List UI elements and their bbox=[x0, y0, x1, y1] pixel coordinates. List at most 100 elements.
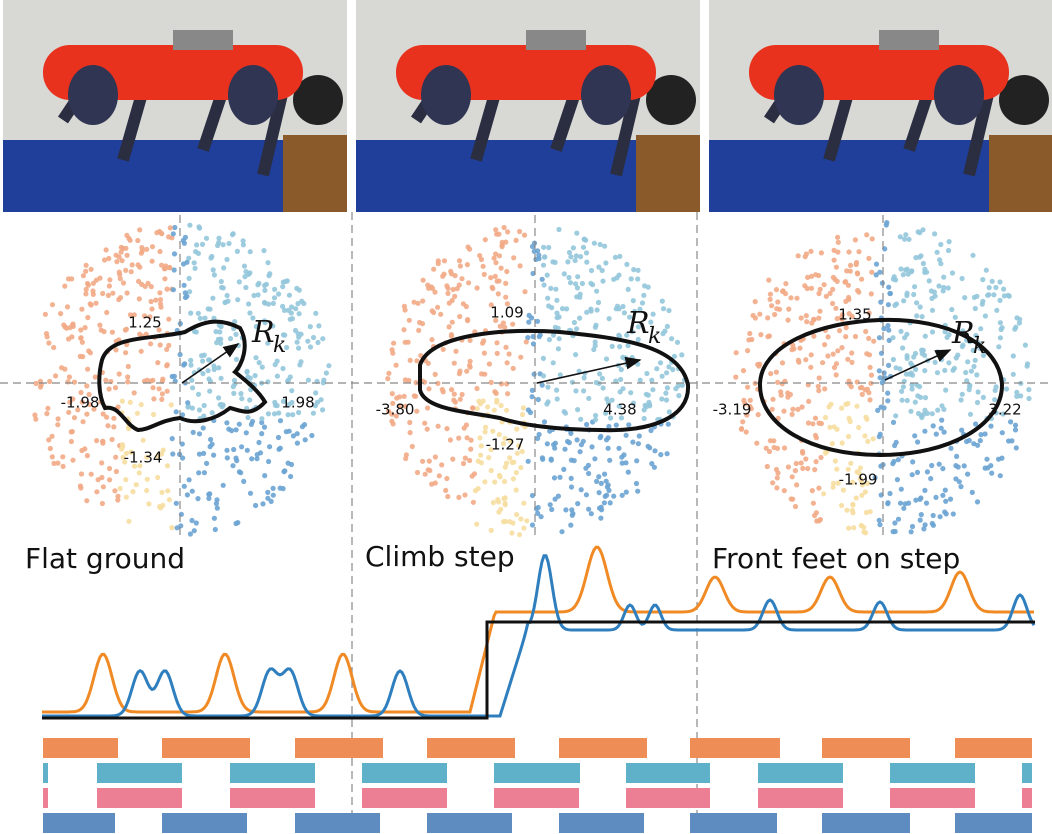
dot bbox=[911, 292, 916, 297]
dot bbox=[788, 392, 793, 397]
dot bbox=[309, 433, 314, 438]
dot bbox=[65, 304, 70, 309]
dot bbox=[457, 282, 462, 287]
dot bbox=[978, 438, 983, 443]
dot bbox=[224, 448, 229, 453]
dot bbox=[158, 297, 163, 302]
dot bbox=[165, 488, 170, 493]
dot bbox=[541, 373, 546, 378]
dot bbox=[794, 461, 799, 466]
dot bbox=[427, 459, 432, 464]
dot bbox=[231, 391, 236, 396]
dot bbox=[390, 391, 395, 396]
dot bbox=[893, 413, 898, 418]
dot bbox=[248, 491, 253, 496]
dot bbox=[518, 465, 523, 470]
dot bbox=[935, 408, 940, 413]
dot bbox=[603, 260, 608, 265]
dot bbox=[195, 496, 200, 501]
dot bbox=[842, 280, 847, 285]
dot bbox=[946, 285, 951, 290]
gait-bar bbox=[559, 813, 644, 833]
dot bbox=[468, 338, 473, 343]
dot bbox=[599, 481, 604, 486]
dot bbox=[816, 388, 821, 393]
dot bbox=[651, 312, 656, 317]
dot bbox=[262, 473, 267, 478]
dot bbox=[998, 335, 1003, 340]
dot bbox=[775, 475, 780, 480]
dot bbox=[996, 457, 1001, 462]
dot bbox=[151, 412, 156, 417]
dot bbox=[869, 291, 874, 296]
dot bbox=[461, 301, 466, 306]
dot bbox=[435, 305, 440, 310]
dot bbox=[206, 357, 211, 362]
dot bbox=[596, 474, 601, 479]
dot bbox=[577, 316, 582, 321]
dot bbox=[897, 366, 902, 371]
dot bbox=[822, 342, 827, 347]
dot bbox=[503, 345, 508, 350]
dot bbox=[676, 383, 681, 388]
dot bbox=[942, 368, 947, 373]
dot bbox=[931, 423, 936, 428]
dot bbox=[733, 375, 738, 380]
figure: 1.25 -1.98 1.98 -1.34 1.09 -3.80 4.38 -1… bbox=[0, 0, 1052, 834]
dot bbox=[235, 520, 240, 525]
dot bbox=[774, 467, 779, 472]
dot bbox=[577, 295, 582, 300]
dot bbox=[580, 281, 585, 286]
dot bbox=[453, 349, 458, 354]
dot bbox=[614, 423, 619, 428]
dot bbox=[197, 407, 202, 412]
dot bbox=[489, 528, 494, 533]
dot bbox=[158, 342, 163, 347]
dot bbox=[774, 485, 779, 490]
dot bbox=[541, 356, 546, 361]
dot bbox=[573, 258, 578, 263]
dot bbox=[871, 339, 876, 344]
dot bbox=[265, 490, 270, 495]
dot bbox=[437, 473, 442, 478]
dot bbox=[471, 500, 476, 505]
dot bbox=[247, 397, 252, 402]
dot bbox=[898, 329, 903, 334]
dot bbox=[518, 263, 523, 268]
dot bbox=[572, 458, 577, 463]
dot bbox=[877, 434, 882, 439]
dot bbox=[185, 492, 190, 497]
dot bbox=[863, 329, 868, 334]
dot bbox=[913, 351, 918, 356]
dot bbox=[542, 419, 547, 424]
dot bbox=[900, 398, 905, 403]
dot bbox=[420, 321, 425, 326]
dot bbox=[113, 385, 118, 390]
dot bbox=[511, 476, 516, 481]
dot bbox=[891, 420, 896, 425]
dot bbox=[403, 307, 408, 312]
dot bbox=[408, 430, 413, 435]
dot bbox=[172, 267, 177, 272]
dot bbox=[594, 289, 599, 294]
dot bbox=[289, 310, 294, 315]
dot bbox=[570, 511, 575, 516]
bottom-label: -1.99 bbox=[839, 471, 878, 489]
dot bbox=[278, 418, 283, 423]
dot bbox=[157, 504, 162, 509]
dot bbox=[128, 400, 133, 405]
dot bbox=[85, 281, 90, 286]
dot bbox=[137, 296, 142, 301]
dot bbox=[562, 271, 567, 276]
gait-bar bbox=[427, 738, 515, 758]
dot bbox=[989, 471, 994, 476]
dot bbox=[159, 490, 164, 495]
dot bbox=[553, 287, 558, 292]
dot bbox=[975, 499, 980, 504]
dot bbox=[103, 378, 108, 383]
dot bbox=[774, 370, 779, 375]
photo bbox=[3, 0, 347, 212]
dot bbox=[921, 261, 926, 266]
dot bbox=[646, 285, 651, 290]
dot bbox=[211, 453, 216, 458]
